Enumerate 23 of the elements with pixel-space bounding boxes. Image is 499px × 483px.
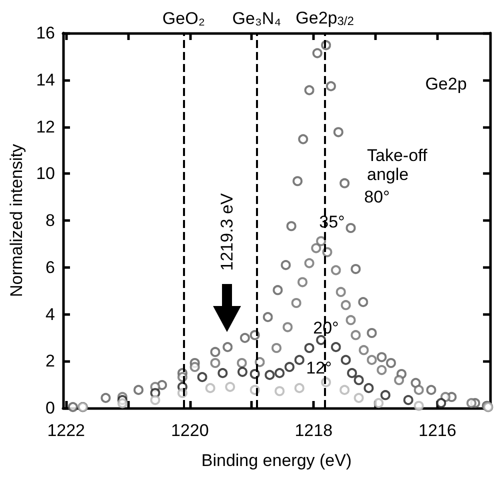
y-tick-label: 8 xyxy=(46,211,55,230)
y-tick-label: 0 xyxy=(46,398,55,418)
y-axis-title: Normalized intensity xyxy=(7,143,26,298)
y-tick-label: 2 xyxy=(46,352,55,371)
x-tick-label: 1218 xyxy=(294,421,333,440)
annotation: 80° xyxy=(364,188,390,206)
x-tick-label: 1216 xyxy=(418,421,456,440)
x-axis-title: Binding energy (eV) xyxy=(201,451,352,470)
ref-line-label: Ge2p3/2 xyxy=(296,8,354,28)
y-tick-label: 14 xyxy=(36,70,55,90)
y-tick-label: 4 xyxy=(46,304,55,324)
annotation: Ge2p xyxy=(425,74,467,94)
annotation: 12° xyxy=(306,358,332,378)
y-tick-label: 16 xyxy=(36,24,55,42)
y-tick-label: 10 xyxy=(36,164,55,184)
ref-line-label: Ge₃N₄ xyxy=(232,9,282,28)
annotation: Take-off angle xyxy=(367,146,428,184)
x-tick-label: 1222 xyxy=(47,421,86,440)
y-tick-label: 12 xyxy=(36,117,55,136)
ref-line-label: GeO₂ xyxy=(162,9,205,28)
y-tick-label: 6 xyxy=(46,258,55,277)
x-tick-label: 1220 xyxy=(170,421,209,440)
annotation: 1219.3 eV xyxy=(218,192,236,271)
